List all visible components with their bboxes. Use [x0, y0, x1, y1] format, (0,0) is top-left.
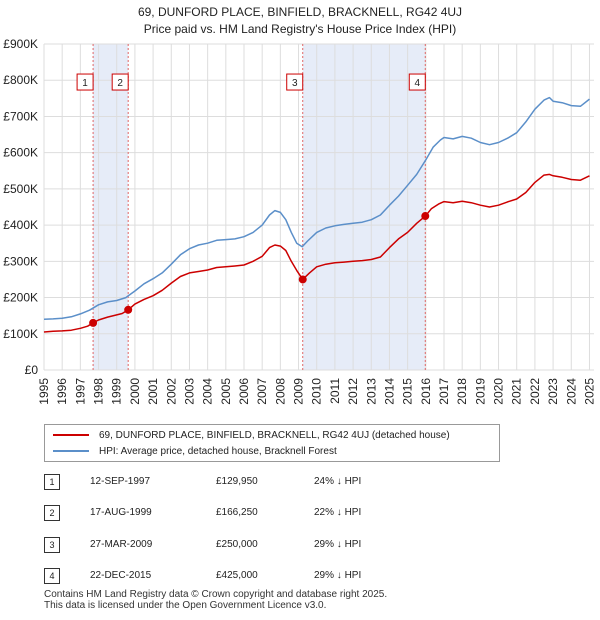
x-tick-label: 2004: [201, 378, 215, 405]
sale-number-box: 4: [408, 73, 426, 91]
x-tick-label: 2017: [437, 378, 451, 405]
sale-number-box-frame: [286, 73, 304, 91]
sale-number-box-frame: [408, 73, 426, 91]
transaction-number: 4: [44, 568, 60, 584]
transaction-date: 17-AUG-1999: [90, 507, 152, 518]
x-tick-label: 2022: [528, 378, 542, 405]
sale-number-label: 2: [117, 78, 123, 89]
y-tick-label: £700K: [3, 109, 38, 123]
y-tick-label: £900K: [3, 37, 38, 51]
transaction-number: 1: [44, 474, 60, 490]
legend-swatch-hpi: [53, 450, 89, 452]
x-tick-label: 2014: [382, 378, 396, 405]
sale-number-boxes: 1 2 3 4: [76, 73, 426, 91]
transaction-hpi-diff: 29% ↓ HPI: [314, 570, 362, 581]
footer-copyright: Contains HM Land Registry data © Crown c…: [44, 589, 388, 600]
sale-number-label: 4: [414, 78, 420, 89]
x-tick-label: 1999: [110, 378, 124, 405]
grid-lines: [43, 43, 594, 371]
x-tick-label: 2009: [292, 378, 306, 405]
footer: Contains HM Land Registry data © Crown c…: [44, 589, 387, 611]
x-tick-label: 1998: [92, 378, 106, 405]
sale-number-box: 1: [76, 73, 94, 91]
y-tick-label: £200K: [3, 291, 38, 305]
x-tick-label: 2012: [346, 378, 360, 405]
x-tick-label: 2016: [419, 378, 433, 405]
legend-item-hpi: HPI: Average price, detached house, Brac…: [53, 443, 337, 459]
y-tick-label: £500K: [3, 182, 38, 196]
transaction-row: 2 17-AUG-1999 £166,250 22% ↓ HPI: [44, 505, 464, 523]
sale-points: [89, 212, 430, 327]
legend-label-property: 69, DUNFORD PLACE, BINFIELD, BRACKNELL, …: [99, 429, 450, 441]
x-tick-label: 2025: [582, 378, 596, 405]
y-tick-label: £600K: [3, 146, 38, 160]
x-tick-label: 2013: [364, 378, 378, 405]
price-chart: 1 2 3 4 £0 £100K £200K £300K £400K £500K £600K £70…: [3, 37, 596, 405]
y-tick-label: £800K: [3, 73, 38, 87]
shaded-periods: [44, 44, 594, 370]
x-tick-label: 2006: [237, 378, 251, 405]
transaction-price: £166,250: [216, 507, 258, 518]
x-tick-label: 2001: [146, 378, 160, 405]
y-tick-label: £300K: [3, 254, 38, 268]
x-tick-label: 2005: [219, 378, 233, 405]
sale-number-label: 3: [292, 78, 298, 89]
transaction-row: 1 12-SEP-1997 £129,950 24% ↓ HPI: [44, 474, 464, 492]
chart-title: 69, DUNFORD PLACE, BINFIELD, BRACKNELL, …: [0, 4, 600, 38]
sale-point: [298, 275, 307, 284]
transaction-row: 4 22-DEC-2015 £425,000 29% ↓ HPI: [44, 568, 464, 586]
x-tick-label: 2007: [255, 378, 269, 405]
x-tick-label: 2019: [473, 378, 487, 405]
x-axis-tick-labels: 1995 1996 1997 1998 1999 2000 2001 2002 2003 2004…: [37, 378, 596, 405]
chart-title-line1: 69, DUNFORD PLACE, BINFIELD, BRACKNELL, …: [137, 5, 463, 19]
x-tick-label: 1995: [37, 378, 51, 405]
transaction-price: £425,000: [216, 570, 258, 581]
transaction-hpi-diff: 29% ↓ HPI: [314, 539, 362, 550]
transaction-number: 2: [44, 505, 60, 521]
transaction-hpi-diff: 22% ↓ HPI: [314, 507, 362, 518]
x-tick-label: 1996: [55, 378, 69, 405]
footer-licence: This data is licensed under the Open Gov…: [44, 600, 327, 611]
y-axis-tick-labels: £0 £100K £200K £300K £400K £500K £600K £700K £80…: [3, 37, 38, 377]
x-tick-label: 2023: [546, 378, 560, 405]
transaction-date: 27-MAR-2009: [90, 539, 153, 550]
sale-point: [89, 318, 98, 327]
x-tick-label: 2018: [455, 378, 469, 405]
sale-number-box: 3: [286, 73, 304, 91]
x-tick-label: 2008: [273, 378, 287, 405]
x-tick-label: 2002: [164, 378, 178, 405]
y-tick-label: £100K: [3, 327, 38, 341]
x-tick-label: 2024: [564, 378, 578, 405]
legend: 69, DUNFORD PLACE, BINFIELD, BRACKNELL, …: [44, 424, 500, 462]
transaction-date: 22-DEC-2015: [90, 570, 152, 581]
legend-label-hpi: HPI: Average price, detached house, Brac…: [99, 445, 337, 457]
x-tick-label: 2003: [182, 378, 196, 405]
x-tick-label: 2000: [128, 378, 142, 405]
x-tick-label: 2015: [401, 378, 415, 405]
sale-point: [124, 305, 133, 314]
transaction-price: £250,000: [216, 539, 258, 550]
transaction-row: 3 27-MAR-2009 £250,000 29% ↓ HPI: [44, 537, 464, 555]
sale-point: [421, 212, 430, 221]
transaction-number: 3: [44, 537, 60, 553]
x-tick-label: 2020: [492, 378, 506, 405]
sale-number-label: 1: [82, 78, 88, 89]
y-tick-label: £400K: [3, 218, 38, 232]
x-tick-label: 2021: [510, 378, 524, 405]
x-tick-label: 1997: [73, 378, 87, 405]
transaction-hpi-diff: 24% ↓ HPI: [314, 476, 362, 487]
transaction-date: 12-SEP-1997: [90, 476, 151, 487]
sale-number-box: 2: [111, 73, 129, 91]
x-tick-label: 2010: [310, 378, 324, 405]
legend-swatch-property: [53, 434, 89, 436]
legend-item-property: 69, DUNFORD PLACE, BINFIELD, BRACKNELL, …: [53, 427, 450, 443]
sale-number-box-frame: [111, 73, 129, 91]
transaction-price: £129,950: [216, 476, 258, 487]
y-tick-label: £0: [25, 363, 39, 377]
hpi-line: [43, 96, 590, 321]
chart-title-line2: Price paid vs. HM Land Registry's House …: [143, 22, 457, 36]
x-tick-label: 2011: [328, 378, 342, 404]
sale-number-box-frame: [76, 73, 94, 91]
shaded-period: [302, 44, 426, 370]
